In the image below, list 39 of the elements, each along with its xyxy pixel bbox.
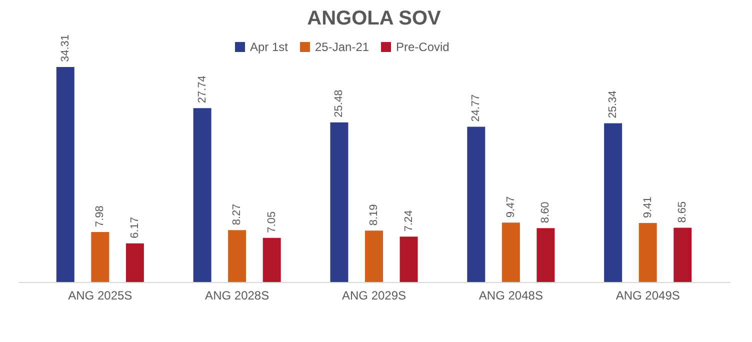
bar (193, 108, 212, 282)
chart-title: ANGOLA SOV (307, 7, 442, 30)
data-label: 9.47 (504, 196, 517, 218)
bar (400, 236, 418, 282)
x-tick-label: ANG 2049S (616, 288, 680, 302)
bar (365, 230, 383, 282)
bar (674, 228, 692, 282)
data-label: 6.17 (128, 216, 141, 238)
data-label: 8.19 (368, 204, 380, 226)
bar (91, 232, 110, 282)
bar (604, 123, 622, 282)
data-label: 7.24 (402, 210, 415, 232)
legend-label: Apr 1st (250, 40, 289, 54)
data-label: 7.98 (94, 206, 106, 227)
bar (638, 223, 657, 282)
bar (536, 228, 555, 282)
data-label: 8.27 (231, 204, 244, 226)
data-label: 34.31 (59, 34, 72, 62)
x-tick-label: ANG 2025S (68, 288, 132, 302)
data-label: 7.05 (266, 211, 278, 233)
x-tick-label: ANG 2028S (205, 288, 270, 302)
bar (502, 222, 520, 282)
data-label: 25.48 (333, 90, 346, 118)
data-label: 8.65 (676, 201, 689, 223)
bar (228, 230, 246, 282)
bar (262, 238, 281, 282)
legend-label: Pre-Covid (396, 40, 450, 54)
data-label: 25.34 (607, 90, 620, 118)
data-label: 27.74 (196, 76, 208, 104)
data-label: 24.77 (470, 94, 482, 122)
x-tick-label: ANG 2029S (342, 288, 406, 302)
bar (56, 67, 74, 282)
bar (467, 126, 486, 282)
x-tick-label: ANG 2048S (478, 288, 543, 302)
bar (126, 243, 144, 282)
bar (330, 122, 348, 282)
data-label: 9.41 (642, 196, 654, 218)
data-label: 8.60 (540, 202, 552, 224)
legend-label: 25-Jan-21 (315, 40, 370, 54)
